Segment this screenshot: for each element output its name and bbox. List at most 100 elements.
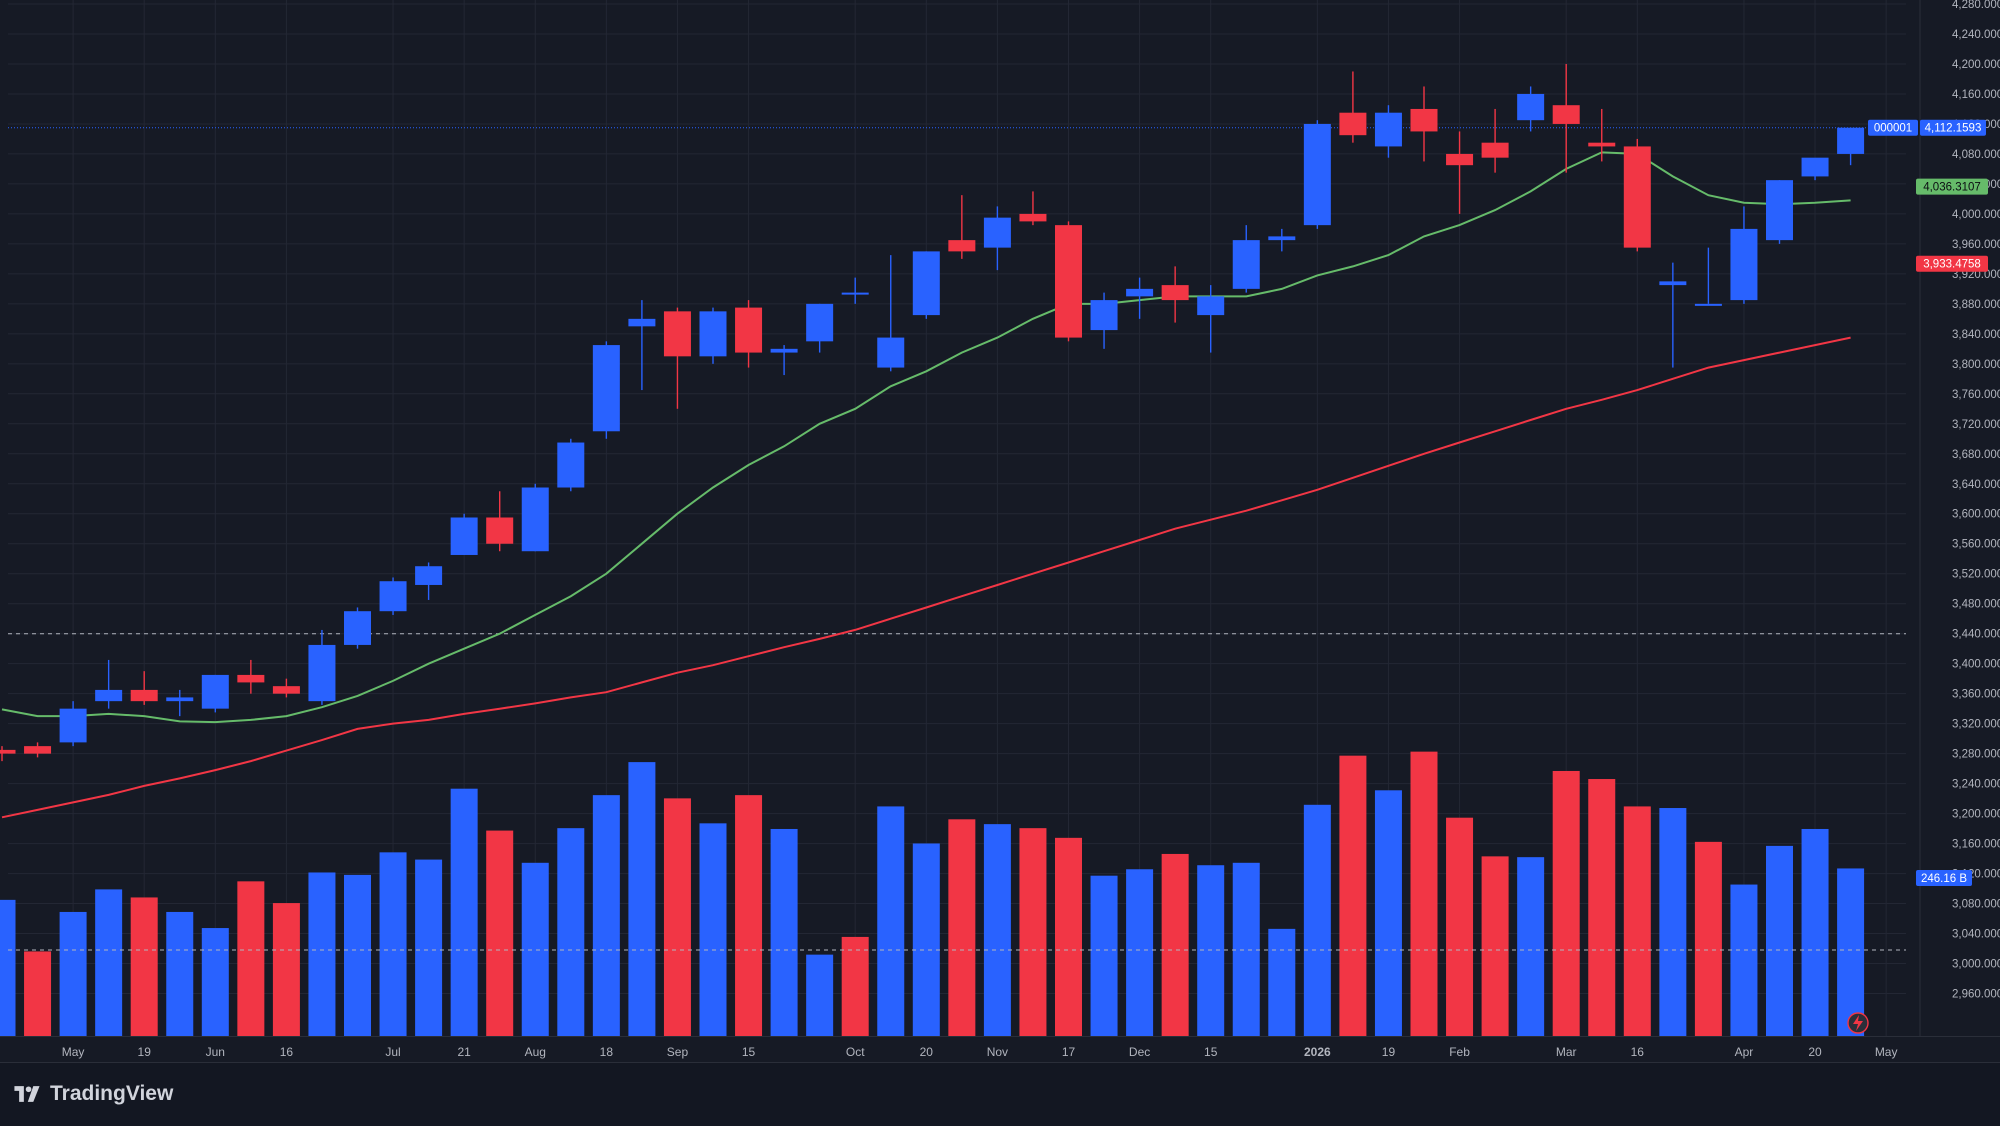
time-tick-label: Apr: [1735, 1045, 1754, 1059]
time-tick-label: Nov: [987, 1045, 1008, 1059]
brand-name: TradingView: [50, 1082, 174, 1105]
volume-bar: [95, 889, 123, 1036]
candle-body: [415, 566, 443, 585]
candle-body: [1766, 180, 1793, 241]
time-tick-label: 15: [742, 1045, 756, 1059]
price-tick-label: 3,080.0000: [1952, 899, 2000, 911]
ma-fast-line: [1, 151, 1851, 724]
price-chart[interactable]: 4,280.0000 4,240.0000 4,200.0000 4,160.0000…: [0, 0, 2000, 1062]
volume-bar: [1268, 928, 1296, 1036]
time-tick-label: Feb: [1449, 1045, 1470, 1059]
price-tick-label: 3,360.0000: [1952, 689, 2000, 701]
ma-slow-value-label-bg: [1916, 255, 1988, 272]
price-tick-label: 3,040.0000: [1952, 929, 2000, 941]
price-tick-label: 3,480.0000: [1952, 599, 2000, 611]
candle-body: [1694, 303, 1722, 306]
volume-value-label-bg: [1916, 870, 1972, 886]
candle-body: [948, 240, 976, 252]
candle-body: [1339, 112, 1367, 136]
time-tick-label: 20: [1808, 1045, 1822, 1059]
ma-slow-value-label: 3,933.4758: [1923, 259, 1981, 271]
time-tick-label: 20: [920, 1045, 934, 1059]
volume-bar: [1161, 853, 1189, 1036]
volume-bar: [201, 928, 229, 1036]
price-tick-label: 3,320.0000: [1952, 719, 2000, 731]
volume-bar: [983, 824, 1011, 1036]
volume-bar: [841, 936, 869, 1036]
volume-bar: [308, 872, 336, 1036]
candle-body: [557, 442, 585, 488]
price-tick-label: 4,280.0000: [1952, 0, 2000, 11]
price-labels-layer: 000001 4,112.1593 4,036.3107 3,933.4758 246.…: [1868, 119, 1988, 886]
volume-bar: [806, 954, 834, 1036]
candle-body: [201, 674, 229, 709]
grid-layer: [0, 0, 2000, 1037]
candle-body: [1019, 213, 1047, 222]
candle-body: [59, 708, 87, 743]
price-tick-label: 4,080.0000: [1952, 149, 2000, 161]
volume-bar: [1481, 856, 1509, 1036]
volume-bar: [557, 828, 585, 1036]
candle-body: [1517, 93, 1545, 121]
volume-bar: [1303, 804, 1331, 1036]
candle-body: [841, 292, 869, 295]
volume-bar: [1552, 770, 1580, 1036]
footer-bar: TradingView: [0, 1062, 2000, 1126]
price-tick-label: 3,720.0000: [1952, 419, 2000, 431]
tradingview-logo-icon: [14, 1086, 40, 1102]
indicator-icon-layer[interactable]: [1847, 1012, 1869, 1034]
candle-body: [272, 686, 300, 694]
time-tick-label: Jun: [206, 1045, 225, 1059]
time-tick-label: 19: [138, 1045, 152, 1059]
volume-bar: [1517, 857, 1545, 1036]
volume-bar: [735, 795, 763, 1036]
volume-bar: [1730, 884, 1758, 1036]
candle-body: [308, 644, 336, 702]
time-tick-label: 18: [600, 1045, 614, 1059]
candles-layer: [0, 63, 1865, 762]
volume-bar: [237, 881, 265, 1036]
volume-bar: [59, 911, 87, 1036]
price-tick-label: 3,880.0000: [1952, 299, 2000, 311]
candle-body: [1552, 105, 1580, 124]
time-tick-label: 16: [280, 1045, 294, 1059]
candle-body: [166, 697, 194, 702]
candle-body: [1481, 142, 1509, 158]
volume-bar: [166, 911, 194, 1036]
volume-bar: [486, 830, 514, 1036]
volume-bar: [1588, 779, 1616, 1036]
candle-body: [1055, 225, 1082, 338]
ma-slow-line: [1, 336, 1851, 819]
ma-fast-value-label: 4,036.3107: [1923, 182, 1981, 194]
candle-body: [450, 517, 478, 555]
price-tick-label: 3,440.0000: [1952, 629, 2000, 641]
candle-body: [735, 307, 763, 353]
candle-body: [699, 311, 727, 357]
volume-bar: [628, 762, 656, 1036]
volume-bar: [912, 843, 940, 1036]
time-tick-label: Dec: [1129, 1045, 1150, 1059]
volume-bar: [1410, 751, 1438, 1036]
volume-bar: [948, 819, 976, 1036]
volume-bar: [1766, 845, 1793, 1036]
price-tick-label: 3,800.0000: [1952, 359, 2000, 371]
price-tick-label: 3,600.0000: [1952, 509, 2000, 521]
lightning-glyph: [1853, 1015, 1863, 1031]
time-axis[interactable]: May 19 Jun 16 Jul 21 Aug 18 Sep 15 Oct 20 Nov 17 Dec 15…: [62, 1045, 1898, 1059]
volume-bar: [1019, 828, 1047, 1036]
candle-body: [663, 311, 691, 357]
volume-bar: [1232, 862, 1260, 1036]
candle-body: [1659, 281, 1687, 286]
candle-body: [1410, 108, 1438, 132]
price-tick-label: 3,960.0000: [1952, 239, 2000, 251]
tradingview-brand[interactable]: TradingView: [12, 1081, 173, 1107]
time-tick-label: May: [62, 1045, 85, 1059]
candle-body: [1268, 236, 1296, 241]
price-tick-label: 3,840.0000: [1952, 329, 2000, 341]
candle-body: [24, 746, 52, 754]
volume-bar: [130, 897, 158, 1036]
time-tick-label: 17: [1062, 1045, 1076, 1059]
price-tick-label: 3,160.0000: [1952, 839, 2000, 851]
candle-body: [1126, 288, 1154, 297]
